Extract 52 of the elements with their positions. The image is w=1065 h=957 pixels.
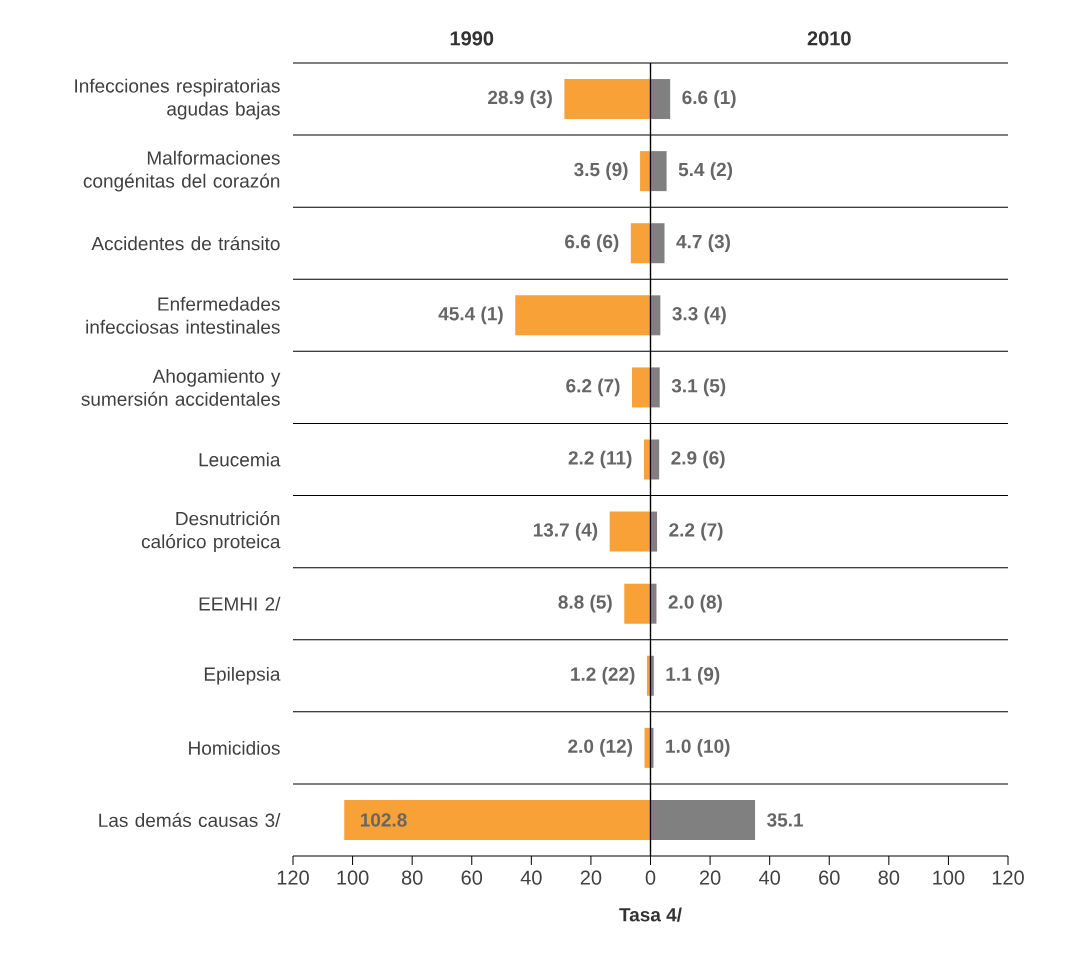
x-axis-title: Tasa 4/ bbox=[619, 907, 682, 922]
y-tick-label: Epilepsia bbox=[204, 666, 281, 685]
data-label: 2.9 (6) bbox=[671, 450, 725, 469]
x-tick-label: 20 bbox=[699, 870, 721, 885]
y-tick-label: Las demás causas 3/ bbox=[99, 812, 281, 828]
x-tick-label: 80 bbox=[401, 870, 423, 885]
data-label: 35.1 bbox=[767, 813, 804, 827]
data-label: 8.8 (5) bbox=[558, 594, 612, 613]
data-label: 28.9 (3) bbox=[488, 90, 552, 108]
data-label: 3.3 (4) bbox=[672, 306, 726, 325]
y-tick-label: Homicidios bbox=[189, 740, 280, 755]
chart-title: 2010 bbox=[807, 31, 851, 46]
data-label: 1.2 (22) bbox=[571, 666, 635, 685]
x-tick-label: 100 bbox=[933, 870, 965, 885]
bar bbox=[650, 79, 671, 120]
data-label: 3.1 (5) bbox=[671, 378, 726, 397]
data-label: 5.4 (2) bbox=[678, 162, 733, 180]
x-tick-label: 20 bbox=[580, 870, 602, 885]
data-label: 45.4 (1) bbox=[438, 306, 503, 325]
data-label: 6.6 (6) bbox=[565, 234, 619, 253]
x-tick-label: 120 bbox=[992, 870, 1024, 885]
data-label: 13.7 (4) bbox=[533, 522, 598, 541]
data-label: 6.2 (7) bbox=[566, 378, 620, 397]
data-label: 2.2 (11) bbox=[568, 450, 632, 469]
data-label: 2.0 (12) bbox=[568, 739, 633, 757]
y-tick-label: EEMHI 2/ bbox=[199, 596, 281, 611]
data-label: 2.2 (7) bbox=[669, 522, 723, 541]
x-tick-label: 60 bbox=[819, 870, 840, 885]
x-tick-label: 80 bbox=[878, 870, 900, 885]
x-tick-label: 60 bbox=[461, 870, 483, 885]
bar bbox=[650, 295, 661, 336]
y-tick-label: Ahogamiento y sumersión accidentales bbox=[81, 368, 281, 406]
data-label: 1.1 (9) bbox=[666, 666, 720, 685]
y-tick-label: Infecciones respiratorias agudas bajas bbox=[75, 78, 280, 120]
bar bbox=[650, 511, 658, 552]
y-tick-label: Accidentes de tránsito bbox=[91, 236, 280, 251]
data-label: 102.8 bbox=[360, 813, 407, 827]
data-label: 6.6 (1) bbox=[682, 90, 736, 108]
x-tick-label: 40 bbox=[520, 870, 542, 885]
chart-title: 1990 bbox=[450, 31, 494, 46]
data-label: 3.5 (9) bbox=[574, 162, 628, 180]
x-tick-label: 0 bbox=[645, 870, 656, 885]
y-tick-label: Enfermedades infecciosas intestinales bbox=[86, 296, 280, 334]
y-tick-label: Leucemia bbox=[199, 452, 281, 467]
x-tick-label: 40 bbox=[759, 870, 780, 885]
data-label: 2.0 (8) bbox=[668, 594, 722, 613]
y-tick-label: Malformaciones congénitas del corazón bbox=[83, 150, 280, 192]
x-tick-label: 100 bbox=[337, 870, 369, 885]
x-tick-label: 120 bbox=[277, 870, 309, 885]
y-tick-label: Desnutrición calórico proteica bbox=[141, 511, 281, 553]
data-label: 4.7 (3) bbox=[676, 234, 730, 253]
data-label: 1.0 (10) bbox=[666, 739, 730, 757]
